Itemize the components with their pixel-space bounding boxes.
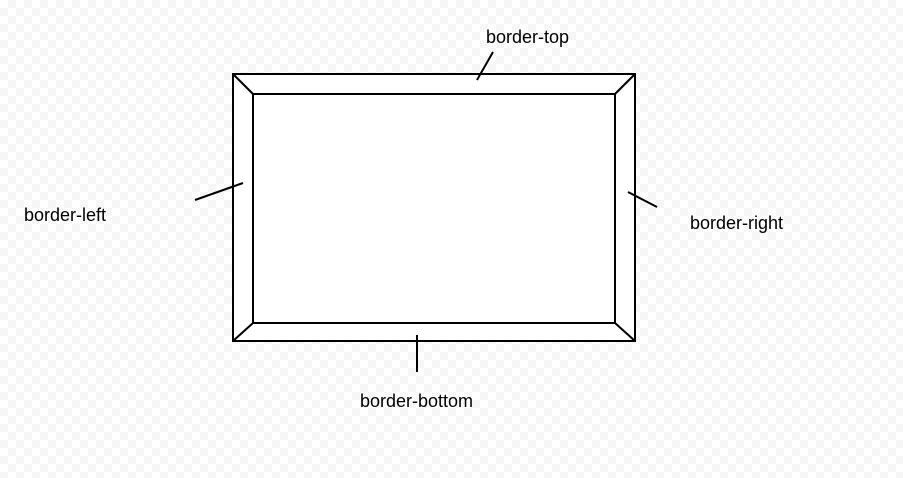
pointer-line-left (194, 182, 244, 201)
pointer-line-right (627, 191, 658, 208)
label-border-bottom: border-bottom (360, 391, 473, 411)
corner-line-bottom-left (232, 322, 254, 342)
label-border-top: border-top (486, 27, 569, 47)
label-border-left: border-left (24, 205, 106, 225)
corner-line-bottom-right (614, 322, 636, 342)
label-border-right: border-right (690, 213, 783, 233)
corner-line-top-left (232, 73, 254, 95)
corner-line-top-right (614, 73, 636, 95)
inner-content-rect (252, 93, 616, 324)
pointer-line-top (476, 51, 494, 81)
